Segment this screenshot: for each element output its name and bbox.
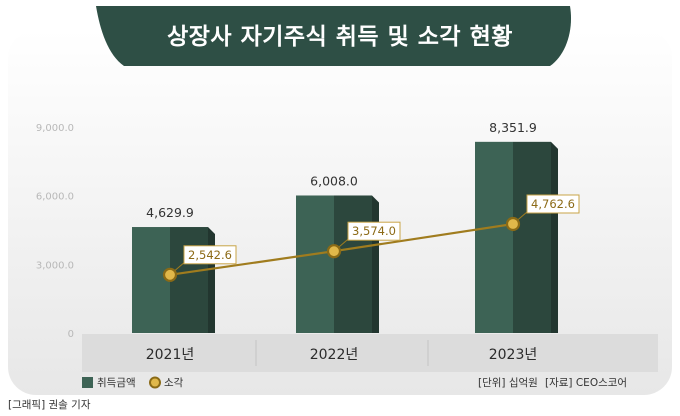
point-label-box <box>347 221 401 241</box>
y-tick-label: 3,000.0 <box>36 260 74 271</box>
chart-title: 상장사 자기주식 취득 및 소각 현황 <box>167 24 513 50</box>
legend-label-bar: 취득금액 <box>97 377 136 389</box>
credit-note: [그래픽] 권솔 기자 <box>8 399 91 411</box>
y-tick-label: 6,000.0 <box>36 192 74 203</box>
bar-value-label: 8,351.9 <box>489 120 537 135</box>
line-point <box>505 216 521 232</box>
line-point <box>326 244 342 259</box>
bar-face-right <box>334 195 372 333</box>
bar-face-right <box>513 141 551 333</box>
x-axis: 2021년 2022년 2023년 <box>146 347 538 363</box>
bar-value-label: 4,629.9 <box>146 205 194 220</box>
unit-note: [단위] 십억원 <box>478 376 538 389</box>
x-tick-label: 2022년 <box>310 347 359 363</box>
bar-face-left <box>132 227 170 333</box>
x-tick-label: 2021년 <box>146 347 195 363</box>
bar-face-left <box>296 195 334 333</box>
line-series: 2,542.6 3,574.0 4,762.6 <box>162 194 580 282</box>
y-axis: 0 3,000.0 6,000.0 9,000.0 <box>36 123 74 340</box>
category-band <box>82 334 658 372</box>
point-value-label: 2,542.6 <box>188 248 232 262</box>
bar-face-right <box>170 227 208 333</box>
point-label-box <box>183 245 237 265</box>
point-value-label: 3,574.0 <box>352 224 396 238</box>
bar <box>132 227 215 333</box>
title-banner <box>96 6 572 66</box>
legend-swatch-bar <box>82 377 93 388</box>
x-tick-label: 2023년 <box>489 347 538 363</box>
point-value-label: 4,762.6 <box>531 197 575 211</box>
legend: 취득금액 소각 <box>82 376 184 389</box>
bar-face-left <box>475 141 513 333</box>
bar <box>475 141 558 333</box>
bar <box>296 195 379 333</box>
legend-swatch-line <box>149 376 161 389</box>
bar-value-label: 6,008.0 <box>310 173 358 188</box>
y-tick-label: 9,000.0 <box>36 123 74 134</box>
line-point <box>162 267 178 282</box>
y-tick-label: 0 <box>68 329 74 340</box>
legend-label-line: 소각 <box>164 377 184 389</box>
source-note: [자료] CEO스코어 <box>545 377 627 389</box>
bar-series: 4,629.9 6,008.0 8,351.9 <box>132 120 558 333</box>
point-label-box <box>526 194 580 214</box>
